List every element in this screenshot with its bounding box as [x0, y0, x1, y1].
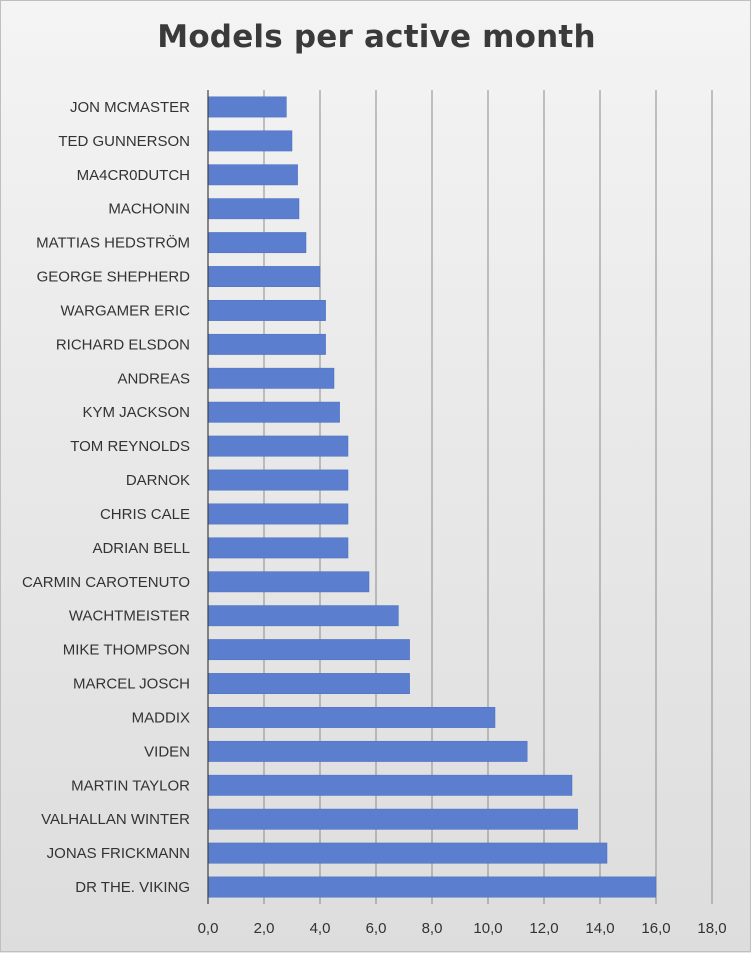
bar: [207, 469, 349, 491]
x-tick-label: 4,0: [310, 920, 331, 937]
bar: [207, 876, 657, 898]
bar: [207, 232, 307, 254]
x-tick-label: 18,0: [697, 920, 726, 937]
bar: [207, 571, 370, 593]
x-tick-label: 6,0: [366, 920, 387, 937]
bar: [207, 130, 293, 152]
category-label: TED GUNNERSON: [58, 133, 190, 150]
category-label: KYM JACKSON: [82, 404, 190, 421]
bar: [207, 266, 321, 287]
category-label: MACHONIN: [108, 201, 190, 218]
bar: [207, 605, 399, 627]
category-label: MA4CR0DUTCH: [77, 167, 190, 184]
category-label: GEORGE SHEPHERD: [37, 269, 191, 286]
category-label: MATTIAS HEDSTRÖM: [36, 234, 190, 252]
category-label: MARCEL JOSCH: [73, 676, 190, 693]
category-label: CARMIN CAROTENUTO: [22, 574, 190, 591]
category-label: WACHTMEISTER: [69, 608, 190, 625]
category-label: TOM REYNOLDS: [70, 438, 190, 455]
category-label: DR THE. VIKING: [75, 879, 190, 896]
category-label: WARGAMER ERIC: [61, 302, 191, 319]
bar: [207, 503, 349, 525]
x-tick-label: 16,0: [641, 920, 670, 937]
bar: [207, 707, 496, 728]
x-tick-label: 8,0: [422, 920, 443, 937]
category-label: RICHARD ELSDON: [56, 336, 190, 353]
category-label: ANDREAS: [117, 370, 190, 387]
x-tick-label: 0,0: [198, 920, 219, 937]
bar: [207, 774, 573, 796]
bar: [207, 673, 410, 694]
bar: [207, 96, 287, 118]
bar: [207, 537, 349, 559]
category-label: VALHALLAN WINTER: [41, 811, 190, 828]
x-tick-label: 2,0: [254, 920, 275, 937]
bar: [207, 367, 335, 389]
bar: [207, 639, 410, 661]
category-label: VIDEN: [144, 743, 190, 760]
bar: [207, 435, 349, 457]
x-tick-label: 14,0: [585, 920, 614, 937]
category-label: JONAS FRICKMANN: [47, 845, 190, 862]
category-label: DARNOK: [126, 472, 190, 489]
bar: [207, 401, 340, 423]
bar: [207, 300, 326, 321]
category-label: MARTIN TAYLOR: [71, 777, 190, 794]
bar: [207, 198, 300, 220]
bar: [207, 164, 298, 186]
category-label: MADDIX: [132, 709, 190, 726]
category-label: MIKE THOMPSON: [63, 642, 190, 659]
chart-title: Models per active month: [157, 19, 596, 55]
category-label: CHRIS CALE: [100, 506, 190, 523]
category-label: ADRIAN BELL: [92, 540, 190, 557]
bar: [207, 740, 528, 762]
x-tick-label: 10,0: [473, 920, 502, 937]
category-label: JON MCMASTER: [70, 99, 190, 116]
bar: [207, 808, 578, 830]
bar: [207, 333, 326, 355]
bar: [207, 842, 608, 864]
x-tick-label: 12,0: [529, 920, 558, 937]
